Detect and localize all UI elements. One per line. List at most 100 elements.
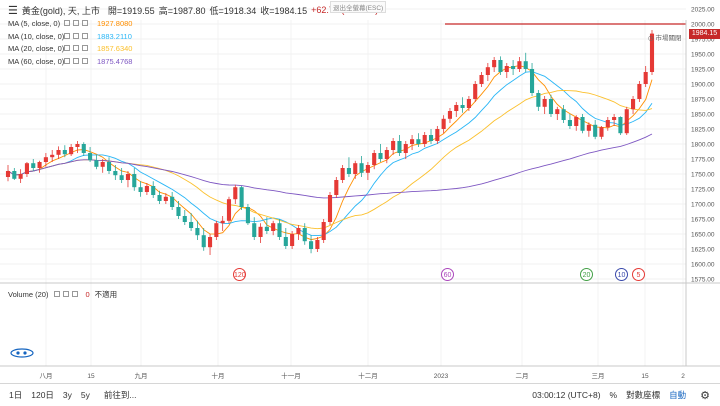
eye-icon[interactable]	[64, 20, 70, 26]
candle-body	[561, 109, 566, 120]
candle-body	[612, 117, 617, 120]
price-tick-label: 1600.00	[691, 262, 715, 269]
ma10-line	[7, 71, 653, 237]
close-icon[interactable]	[82, 20, 88, 26]
range-120d[interactable]: 120日	[31, 390, 54, 400]
candle	[466, 96, 471, 111]
price-axis[interactable]: 2025.00 2000.00 1975.00 1950.00 1925.00 1900.…	[691, 7, 715, 284]
marker-10[interactable]: 10	[615, 268, 628, 281]
candle	[163, 193, 168, 204]
candle-body	[296, 228, 301, 234]
marker-5[interactable]: 5	[632, 268, 645, 281]
marker-120[interactable]: 120	[233, 268, 246, 281]
close-icon[interactable]	[82, 45, 88, 51]
chart-canvas[interactable]: 2025.00 2000.00 1975.00 1950.00 1925.00 1900.…	[0, 0, 720, 383]
candlesticks	[5, 30, 655, 255]
candle	[599, 126, 604, 140]
indicator-ma60[interactable]: MA (60, close, 0) 1875.4768	[8, 55, 132, 67]
hamburger-icon[interactable]: ☰	[8, 4, 18, 17]
settings-icon[interactable]	[73, 33, 79, 39]
symbol-label[interactable]: 黃金(gold), 天, 上市	[21, 5, 100, 16]
candle-body	[321, 222, 326, 240]
percent-toggle[interactable]: %	[609, 390, 618, 400]
candle	[132, 168, 137, 191]
candle-body	[624, 109, 629, 134]
candle	[631, 96, 636, 114]
indicator-ma20[interactable]: MA (20, close, 0) 1857.6340	[8, 42, 132, 54]
candle-body	[258, 226, 263, 237]
candle-body	[536, 93, 541, 107]
candle-body	[334, 180, 339, 195]
candle	[290, 231, 295, 249]
candle-body	[567, 120, 572, 126]
volume-indicator[interactable]: Volume (20) 0 不適用	[8, 288, 117, 300]
candle	[182, 210, 187, 225]
range-5y[interactable]: 5y	[80, 390, 90, 400]
candle-body	[618, 117, 623, 134]
candle-body	[157, 195, 162, 201]
candle	[18, 169, 23, 183]
candle	[100, 159, 105, 173]
candle-body	[605, 120, 610, 128]
candle-body	[511, 66, 516, 69]
candle	[277, 219, 282, 240]
candle	[403, 141, 408, 159]
exit-fullscreen-hint[interactable]: 退出全螢幕(ESC)	[330, 1, 387, 13]
candle	[113, 165, 118, 180]
range-1d[interactable]: 1日	[9, 390, 23, 400]
candle	[523, 52, 528, 72]
settings-icon[interactable]	[73, 20, 79, 26]
candle-body	[239, 187, 244, 207]
candle-body	[119, 175, 124, 180]
candle	[561, 105, 566, 123]
candle-body	[454, 105, 459, 111]
range-3y[interactable]: 3y	[62, 390, 72, 400]
indicator-ma5[interactable]: MA (5, close, 0) 1927.8080	[8, 17, 132, 29]
goto-button[interactable]: 前往到...	[103, 390, 137, 400]
price-tick-label: 1700.00	[691, 202, 715, 209]
settings-icon[interactable]	[73, 58, 79, 64]
auto-scale-toggle[interactable]: 自動	[669, 390, 687, 400]
marker-60[interactable]: 60	[441, 268, 454, 281]
candle	[428, 129, 434, 144]
candle	[359, 156, 364, 177]
candle	[567, 114, 572, 129]
close-icon[interactable]	[82, 58, 88, 64]
candle-body	[631, 99, 636, 110]
candle	[327, 192, 333, 225]
eye-icon[interactable]	[54, 291, 61, 297]
indicator-value: 1875.4768	[97, 56, 133, 66]
candle	[43, 153, 48, 167]
candle	[346, 157, 351, 177]
log-scale-toggle[interactable]: 對數座標	[626, 390, 661, 400]
candle	[151, 181, 156, 198]
price-tick-label: 2025.00	[691, 7, 715, 14]
time-tick-label: 三月	[592, 372, 605, 380]
candle	[233, 184, 238, 204]
indicator-ma10[interactable]: MA (10, close, 0) 1883.2110	[8, 30, 132, 42]
close-icon[interactable]	[72, 291, 79, 297]
candle	[340, 165, 345, 183]
candle	[498, 56, 503, 75]
settings-icon[interactable]	[73, 45, 79, 51]
candle	[309, 235, 314, 254]
candle-body	[50, 154, 55, 158]
candle	[220, 216, 225, 231]
indicator-value: 1857.6340	[97, 43, 133, 53]
candle-body	[88, 153, 93, 161]
eye-icon[interactable]	[64, 58, 70, 64]
time-tick-label: 十一月	[281, 371, 301, 380]
candle-body	[346, 168, 351, 174]
gear-icon[interactable]: ⚙	[700, 389, 710, 402]
eye-icon[interactable]	[64, 33, 70, 39]
price-tick-label: 1900.00	[691, 82, 715, 89]
candle-body	[586, 124, 591, 131]
marker-20[interactable]: 20	[580, 268, 593, 281]
settings-icon[interactable]	[63, 291, 70, 297]
price-tick-label: 1725.00	[691, 187, 715, 194]
eye-icon[interactable]	[64, 45, 70, 51]
close-icon[interactable]	[82, 33, 88, 39]
price-tick-label: 1975.00	[691, 37, 715, 44]
candle	[416, 133, 421, 147]
time-axis[interactable]: 八月 15 九月 十月 十一月 十二月 2023 二月 三月 15 2	[40, 371, 686, 380]
